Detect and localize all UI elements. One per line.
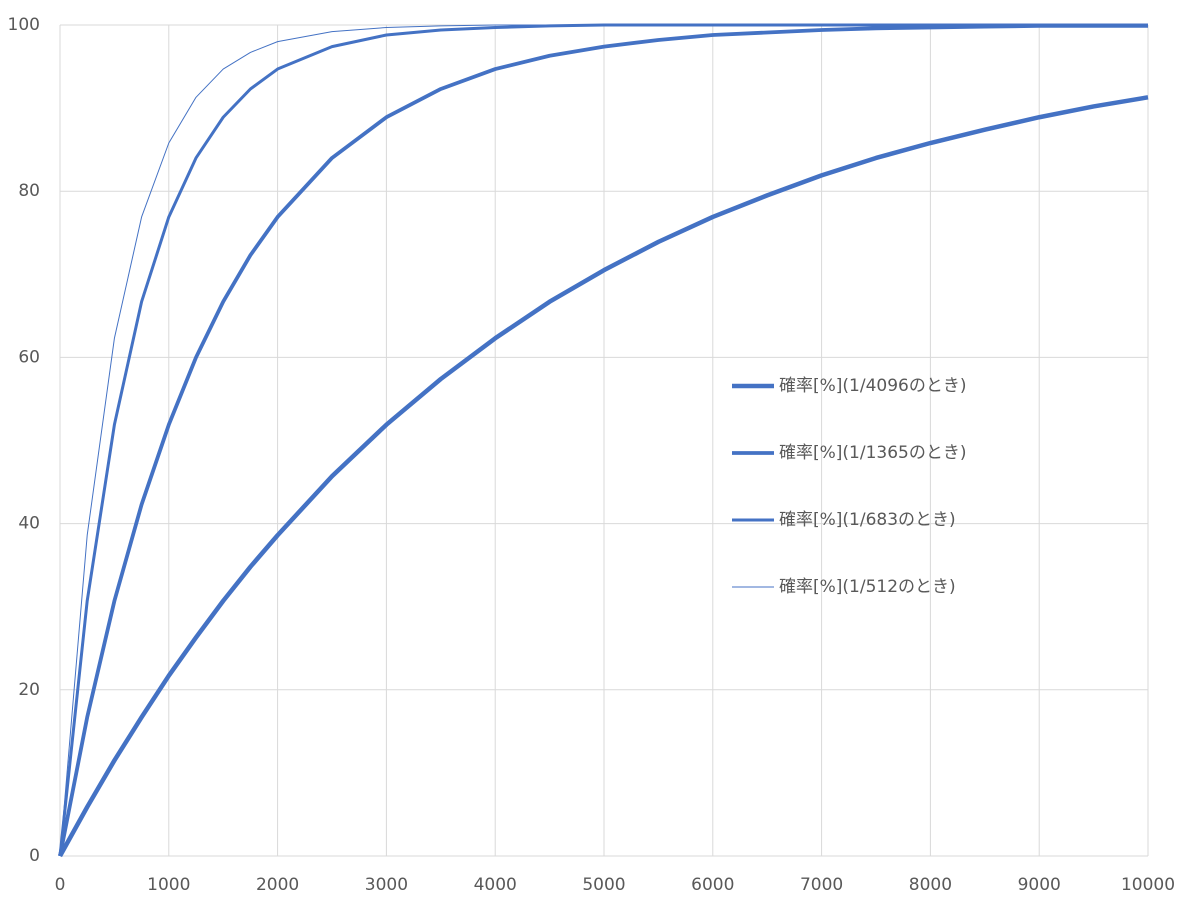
legend-label: 確率[%](1/4096のとき): [779, 376, 967, 396]
y-tick-label: 40: [18, 514, 40, 534]
x-tick-label: 6000: [691, 875, 734, 895]
legend-label: 確率[%](1/683のとき): [779, 510, 956, 530]
x-tick-label: 1000: [147, 875, 190, 895]
x-tick-label: 7000: [800, 875, 843, 895]
x-tick-label: 4000: [474, 875, 517, 895]
legend-label: 確率[%](1/512のとき): [779, 577, 956, 597]
x-tick-label: 9000: [1018, 875, 1061, 895]
series-line: [58, 23, 1148, 857]
series-line: [58, 95, 1149, 858]
y-tick-label: 60: [18, 347, 40, 367]
y-tick-label: 0: [29, 846, 40, 866]
x-tick-label: 2000: [256, 875, 299, 895]
y-tick-label: 100: [8, 15, 40, 35]
x-tick-label: 5000: [582, 875, 625, 895]
series-line: [59, 24, 1148, 857]
x-tick-label: 3000: [365, 875, 408, 895]
x-tick-label: 0: [55, 875, 66, 895]
legend-label: 確率[%](1/1365のとき): [779, 443, 967, 463]
x-tick-label: 8000: [909, 875, 952, 895]
y-tick-label: 20: [18, 680, 40, 700]
x-tick-label: 10000: [1121, 875, 1175, 895]
y-tick-label: 80: [18, 181, 40, 201]
